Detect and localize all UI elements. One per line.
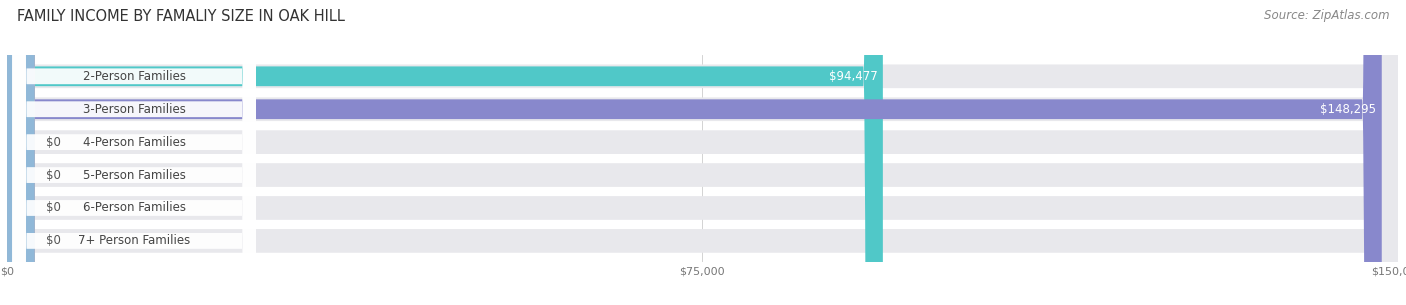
FancyBboxPatch shape <box>13 0 256 305</box>
FancyBboxPatch shape <box>7 0 35 305</box>
Text: 7+ Person Families: 7+ Person Families <box>79 235 190 247</box>
FancyBboxPatch shape <box>13 0 256 305</box>
FancyBboxPatch shape <box>7 0 1398 305</box>
FancyBboxPatch shape <box>7 0 1398 305</box>
Text: 2-Person Families: 2-Person Families <box>83 70 186 83</box>
FancyBboxPatch shape <box>7 0 35 305</box>
Text: 4-Person Families: 4-Person Families <box>83 136 186 149</box>
FancyBboxPatch shape <box>7 0 1398 305</box>
Text: $0: $0 <box>46 202 60 214</box>
FancyBboxPatch shape <box>13 0 256 305</box>
FancyBboxPatch shape <box>13 0 256 305</box>
Text: $94,477: $94,477 <box>828 70 877 83</box>
Text: 5-Person Families: 5-Person Families <box>83 169 186 181</box>
FancyBboxPatch shape <box>13 0 256 305</box>
Text: Source: ZipAtlas.com: Source: ZipAtlas.com <box>1264 9 1389 22</box>
Text: 3-Person Families: 3-Person Families <box>83 103 186 116</box>
FancyBboxPatch shape <box>7 0 1398 305</box>
Text: $0: $0 <box>46 136 60 149</box>
FancyBboxPatch shape <box>7 0 883 305</box>
Text: $0: $0 <box>46 169 60 181</box>
FancyBboxPatch shape <box>13 0 256 305</box>
Text: FAMILY INCOME BY FAMALIY SIZE IN OAK HILL: FAMILY INCOME BY FAMALIY SIZE IN OAK HIL… <box>17 9 344 24</box>
Text: 6-Person Families: 6-Person Families <box>83 202 186 214</box>
Text: $0: $0 <box>46 235 60 247</box>
FancyBboxPatch shape <box>7 0 1398 305</box>
FancyBboxPatch shape <box>7 0 1382 305</box>
FancyBboxPatch shape <box>7 0 1398 305</box>
FancyBboxPatch shape <box>7 0 35 305</box>
FancyBboxPatch shape <box>7 0 35 305</box>
Text: $148,295: $148,295 <box>1320 103 1376 116</box>
